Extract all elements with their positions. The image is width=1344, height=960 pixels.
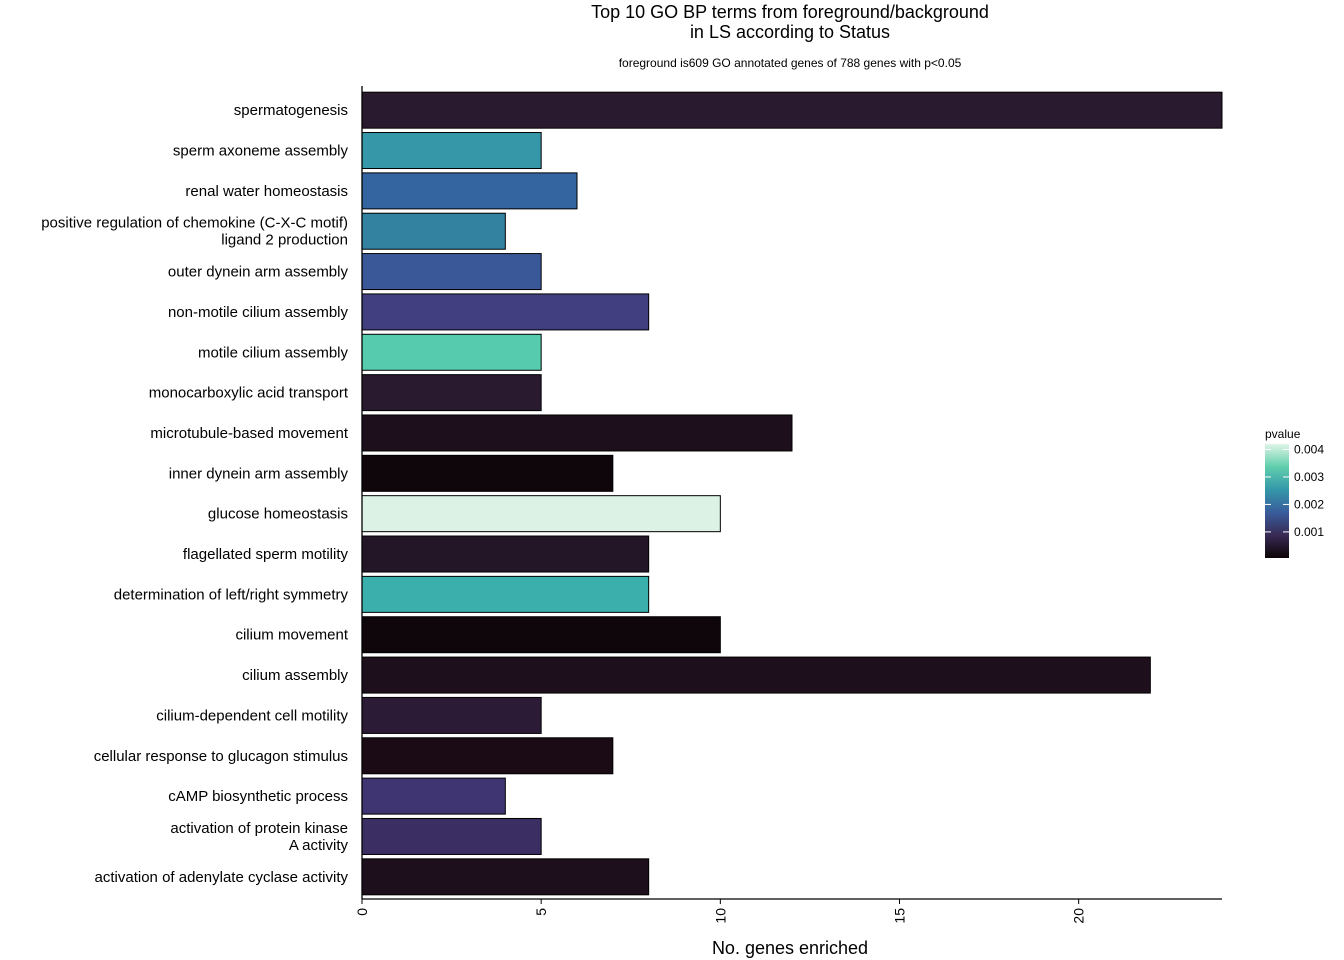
x-tick-label: 5 xyxy=(533,908,549,916)
bar xyxy=(361,535,650,573)
category-label: monocarboxylic acid transport xyxy=(149,385,349,402)
category-label: cilium movement xyxy=(235,627,348,644)
bar xyxy=(361,656,1151,694)
category-label: cAMP biosynthetic process xyxy=(168,788,348,805)
legend-tick-label: 0.001 xyxy=(1294,525,1324,539)
bar xyxy=(361,858,650,896)
category-label: positive regulation of chemokine (C-X-C … xyxy=(41,215,348,232)
category-label: A activity xyxy=(289,837,349,854)
x-tick-label: 0 xyxy=(354,908,370,916)
category-label-group: spermatogenesis sperm axoneme assembly ren… xyxy=(41,102,349,886)
bar xyxy=(361,616,721,654)
bar xyxy=(361,333,542,371)
category-label: inner dynein arm assembly xyxy=(169,465,349,482)
legend-tick-label: 0.004 xyxy=(1294,442,1324,456)
bar xyxy=(361,91,1223,129)
legend: pvalue 0.004 0.003 0.002 0.001 xyxy=(1265,427,1324,558)
bar xyxy=(361,737,614,775)
category-label: sperm axoneme assembly xyxy=(173,143,349,160)
bar xyxy=(361,172,578,210)
bar xyxy=(361,454,614,492)
category-label: cellular response to glucagon stimulus xyxy=(94,748,348,765)
legend-title: pvalue xyxy=(1265,427,1301,441)
category-label: motile cilium assembly xyxy=(198,344,349,361)
bar xyxy=(361,817,542,855)
bar xyxy=(361,575,650,613)
category-label: microtubule-based movement xyxy=(150,425,348,442)
x-tick-label: 15 xyxy=(892,908,908,924)
bar xyxy=(361,777,506,815)
category-label: spermatogenesis xyxy=(234,102,348,119)
x-tick-label: 20 xyxy=(1071,908,1087,924)
category-label: non-motile cilium assembly xyxy=(168,304,349,321)
bar xyxy=(361,414,793,452)
chart-title-line-1: Top 10 GO BP terms from foreground/backg… xyxy=(591,2,989,22)
category-label: activation of protein kinase xyxy=(170,820,348,837)
category-label: renal water homeostasis xyxy=(185,183,348,200)
legend-colorbar xyxy=(1265,444,1289,558)
x-tick-label: 10 xyxy=(712,908,728,924)
legend-tick-label: 0.003 xyxy=(1294,470,1324,484)
bar xyxy=(361,212,506,250)
category-label: cilium-dependent cell motility xyxy=(156,707,348,724)
legend-tick-label: 0.002 xyxy=(1294,497,1324,511)
x-tick-group: 0 5 10 15 20 xyxy=(354,899,1087,924)
chart-title-line-2: in LS according to Status xyxy=(690,22,890,42)
category-label: ligand 2 production xyxy=(221,232,348,249)
category-label: determination of left/right symmetry xyxy=(114,586,349,603)
bar xyxy=(361,495,721,533)
category-label: flagellated sperm motility xyxy=(183,546,349,563)
category-label: activation of adenylate cyclase activity xyxy=(95,869,349,886)
category-label: cilium assembly xyxy=(242,667,348,684)
bar xyxy=(361,253,542,291)
chart-subtitle: foreground is609 GO annotated genes of 7… xyxy=(619,56,962,70)
bar xyxy=(361,696,542,734)
x-axis-title: No. genes enriched xyxy=(712,938,868,958)
bar xyxy=(361,132,542,170)
category-label: glucose homeostasis xyxy=(208,506,348,523)
bar-group xyxy=(361,91,1223,896)
bar xyxy=(361,374,542,412)
bar xyxy=(361,293,650,331)
category-label: outer dynein arm assembly xyxy=(168,264,349,281)
